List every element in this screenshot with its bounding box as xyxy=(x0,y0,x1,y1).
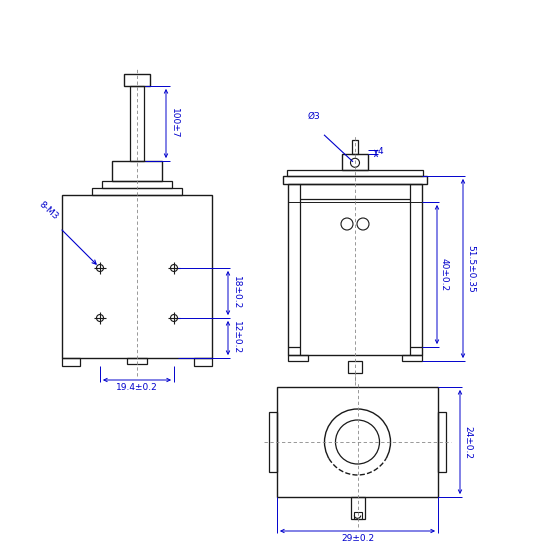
Bar xyxy=(130,86,144,161)
Bar xyxy=(277,387,438,497)
Text: 40±0.2: 40±0.2 xyxy=(440,258,449,291)
Bar xyxy=(288,355,308,361)
Text: 100±7: 100±7 xyxy=(170,108,179,138)
Bar xyxy=(269,412,277,472)
Text: 18±0.2: 18±0.2 xyxy=(232,276,241,310)
Text: 29±0.2: 29±0.2 xyxy=(341,534,374,543)
Bar xyxy=(92,188,182,195)
Text: 51.5±0.35: 51.5±0.35 xyxy=(466,245,475,293)
Text: 12±0.2: 12±0.2 xyxy=(232,321,241,355)
Text: 8-M3: 8-M3 xyxy=(37,200,60,222)
Text: 4: 4 xyxy=(378,147,383,156)
Bar xyxy=(124,74,150,86)
Bar xyxy=(112,161,162,181)
Bar xyxy=(351,497,365,519)
Bar xyxy=(348,361,362,373)
Text: 24±0.2: 24±0.2 xyxy=(463,425,472,459)
Bar xyxy=(342,154,368,170)
Bar xyxy=(352,140,358,154)
Bar xyxy=(102,181,172,188)
Bar xyxy=(288,184,422,355)
Text: 19.4±0.2: 19.4±0.2 xyxy=(116,383,158,392)
Text: Ø3: Ø3 xyxy=(308,112,321,121)
Bar xyxy=(438,412,446,472)
Bar xyxy=(353,512,361,519)
Bar xyxy=(62,358,80,366)
Bar xyxy=(127,358,147,364)
Bar xyxy=(283,176,427,184)
Bar xyxy=(194,358,212,366)
Bar xyxy=(287,170,423,176)
Bar xyxy=(62,195,212,358)
Bar xyxy=(402,355,422,361)
